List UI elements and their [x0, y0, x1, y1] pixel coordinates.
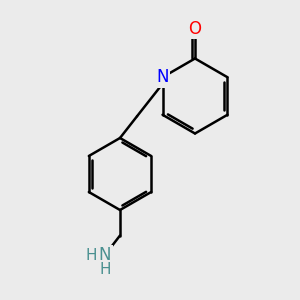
- Text: N: N: [99, 246, 111, 264]
- Text: O: O: [188, 20, 202, 38]
- Text: N: N: [156, 68, 169, 86]
- Text: H: H: [86, 248, 97, 262]
- Text: H: H: [99, 262, 111, 278]
